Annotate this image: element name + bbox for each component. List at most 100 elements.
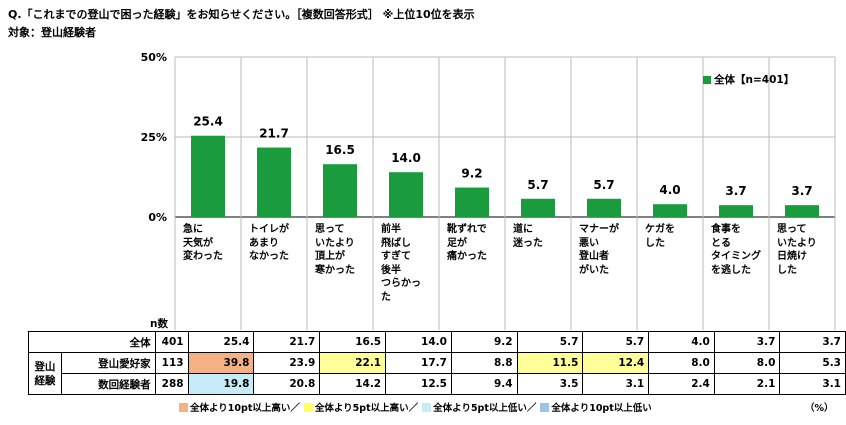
table-cell: 2.4 [648, 373, 715, 395]
table-cell: 9.2 [450, 331, 518, 353]
category-label: 思って いたより 頂上が 寒かった [307, 223, 373, 277]
table-cell: 25.4 [187, 331, 255, 353]
category-label-line: トイレが [249, 224, 289, 235]
table-cell: 16.5 [319, 331, 387, 353]
footnote-swatch [179, 402, 188, 412]
category-label-line: 寒かった [315, 264, 355, 276]
bar-chart: 0% 25% 50% 25.4 21.7 16.5 14.0 9.2 5.7 5.7 4.0 3.7 3… [141, 51, 836, 330]
category-label-line: 悪い [579, 237, 599, 249]
category-label-line: なかった [249, 251, 289, 262]
table-cell: 3.1 [582, 373, 650, 395]
category-label-line: あまり [249, 237, 279, 249]
category-label-line: 後半 [381, 264, 401, 276]
category-label-line: を逃した [711, 264, 751, 276]
table-row: 全体 401 25.4 21.7 16.5 14.0 9.2 5.7 5.7 4.0 3.7 3.7 [28, 331, 846, 353]
bar [785, 205, 819, 217]
bar-value-label: 3.7 [725, 184, 746, 198]
category-label: 急に 天気が 変わった [175, 223, 241, 264]
bar-value-label: 25.4 [193, 115, 223, 129]
category-label-line: 思って [315, 224, 345, 235]
n-cell: 288 [154, 373, 189, 395]
table-cell: 22.1 [319, 352, 387, 374]
chart-legend: 全体【n=401】 [703, 72, 794, 87]
category-label-line: 変わった [183, 251, 223, 262]
table-cell: 5.7 [516, 331, 584, 353]
category-label-line: た [381, 291, 391, 303]
bar [653, 204, 687, 217]
table-cell: 8.0 [648, 352, 715, 374]
table-cell: 23.9 [253, 352, 321, 374]
category-label: ケガを した [637, 223, 703, 250]
table-cell: 8.0 [713, 352, 781, 374]
table-cell: 9.4 [450, 373, 518, 395]
footnote: 全体より10pt以上高い／ 全体より5pt以上高い／ 全体より5pt以上低い／ 全体よ… [175, 400, 652, 414]
table-cell: 39.8 [187, 352, 255, 374]
category-label-line: タイミング [711, 251, 761, 262]
table-cell: 5.7 [582, 331, 650, 353]
table-cell: 20.8 [253, 373, 321, 395]
bar-value-label: 21.7 [259, 127, 289, 141]
category-label-line: 思って [777, 224, 807, 235]
category-label-line: ケガを [645, 224, 675, 235]
category-label-line: すぎて [381, 251, 411, 262]
category-label-line: 痛かった [447, 251, 487, 262]
footnote-text: 全体より5pt以上高い／ [314, 403, 419, 414]
table-cell: 21.7 [253, 331, 321, 353]
category-label-line: 足が [447, 237, 467, 249]
bar-value-label: 4.0 [659, 183, 680, 197]
bar-value-label: 5.7 [527, 178, 548, 192]
category-label: 靴ずれで 足が 痛かった [439, 223, 505, 264]
bar [191, 135, 225, 217]
table-cell: 11.5 [516, 352, 584, 374]
table-cell: 5.3 [779, 352, 846, 374]
category-label-line: 頂上が [315, 251, 345, 262]
footnote-swatch [422, 402, 432, 412]
category-label-line: 迷った [513, 237, 543, 249]
category-label-line: マナーが [579, 224, 619, 235]
category-label: 思って いたより 日焼け した [769, 223, 835, 277]
row-label: 数回経験者 [60, 373, 156, 395]
table-cell: 3.7 [779, 331, 846, 353]
table-cell: 14.2 [319, 373, 387, 395]
category-label-line: 急に [183, 224, 203, 235]
table-cell: 3.5 [516, 373, 584, 395]
data-table: 全体 401 25.4 21.7 16.5 14.0 9.2 5.7 5.7 4.0 3.7 3.7 登… [28, 331, 846, 395]
category-label-line: 前半 [381, 224, 401, 235]
table-cell: 17.7 [385, 352, 452, 374]
table-cell: 3.1 [779, 373, 846, 395]
unit-label: （%） [805, 403, 834, 414]
category-label: トイレがあまりなかった [241, 223, 307, 264]
category-label-line: 登山者 [579, 251, 609, 262]
table-cell: 4.0 [648, 331, 715, 353]
bar-value-label: 14.0 [391, 151, 421, 165]
bar [587, 198, 621, 217]
table-cell: 12.4 [582, 352, 650, 374]
n-cell: 401 [154, 331, 189, 353]
bar [719, 205, 753, 217]
y-tick-label: 50% [141, 51, 167, 64]
footnote-swatch [540, 402, 550, 412]
category-label: 食事を とる タイミング を逃した [703, 223, 769, 277]
category-label-line: 天気が [183, 237, 213, 249]
y-tick-label: 25% [141, 131, 167, 144]
y-tick-label: 0% [148, 211, 167, 224]
bar [455, 187, 489, 217]
category-label-line: いたより [777, 237, 817, 249]
legend-swatch [703, 75, 711, 84]
table-cell: 14.0 [385, 331, 452, 353]
table-cell: 12.5 [385, 373, 452, 395]
category-label-line: 道に [513, 224, 533, 235]
bar-value-label: 9.2 [461, 167, 482, 181]
footnote-text: 全体より5pt以上低い／ [433, 403, 537, 414]
category-label-line: とる [711, 237, 731, 249]
footnote-text: 全体より10pt以上低い [551, 403, 652, 414]
table-row: 数回経験者 288 19.8 20.8 14.2 12.5 9.4 3.5 3.1 2.4 2.1 3… [29, 373, 846, 395]
table-row: 登山 経験 登山愛好家 113 39.8 23.9 22.1 17.7 8.8 11.5 12.4 8… [28, 352, 846, 395]
table-cell: 19.8 [187, 373, 255, 395]
bar-value-label: 16.5 [325, 143, 355, 157]
category-label-line: がいた [579, 264, 609, 276]
group-label: 登山 経験 [28, 352, 62, 395]
footnote-text: 全体より10pt以上高い／ [190, 403, 300, 414]
bar [389, 172, 423, 217]
row-label: 登山愛好家 [60, 352, 156, 374]
